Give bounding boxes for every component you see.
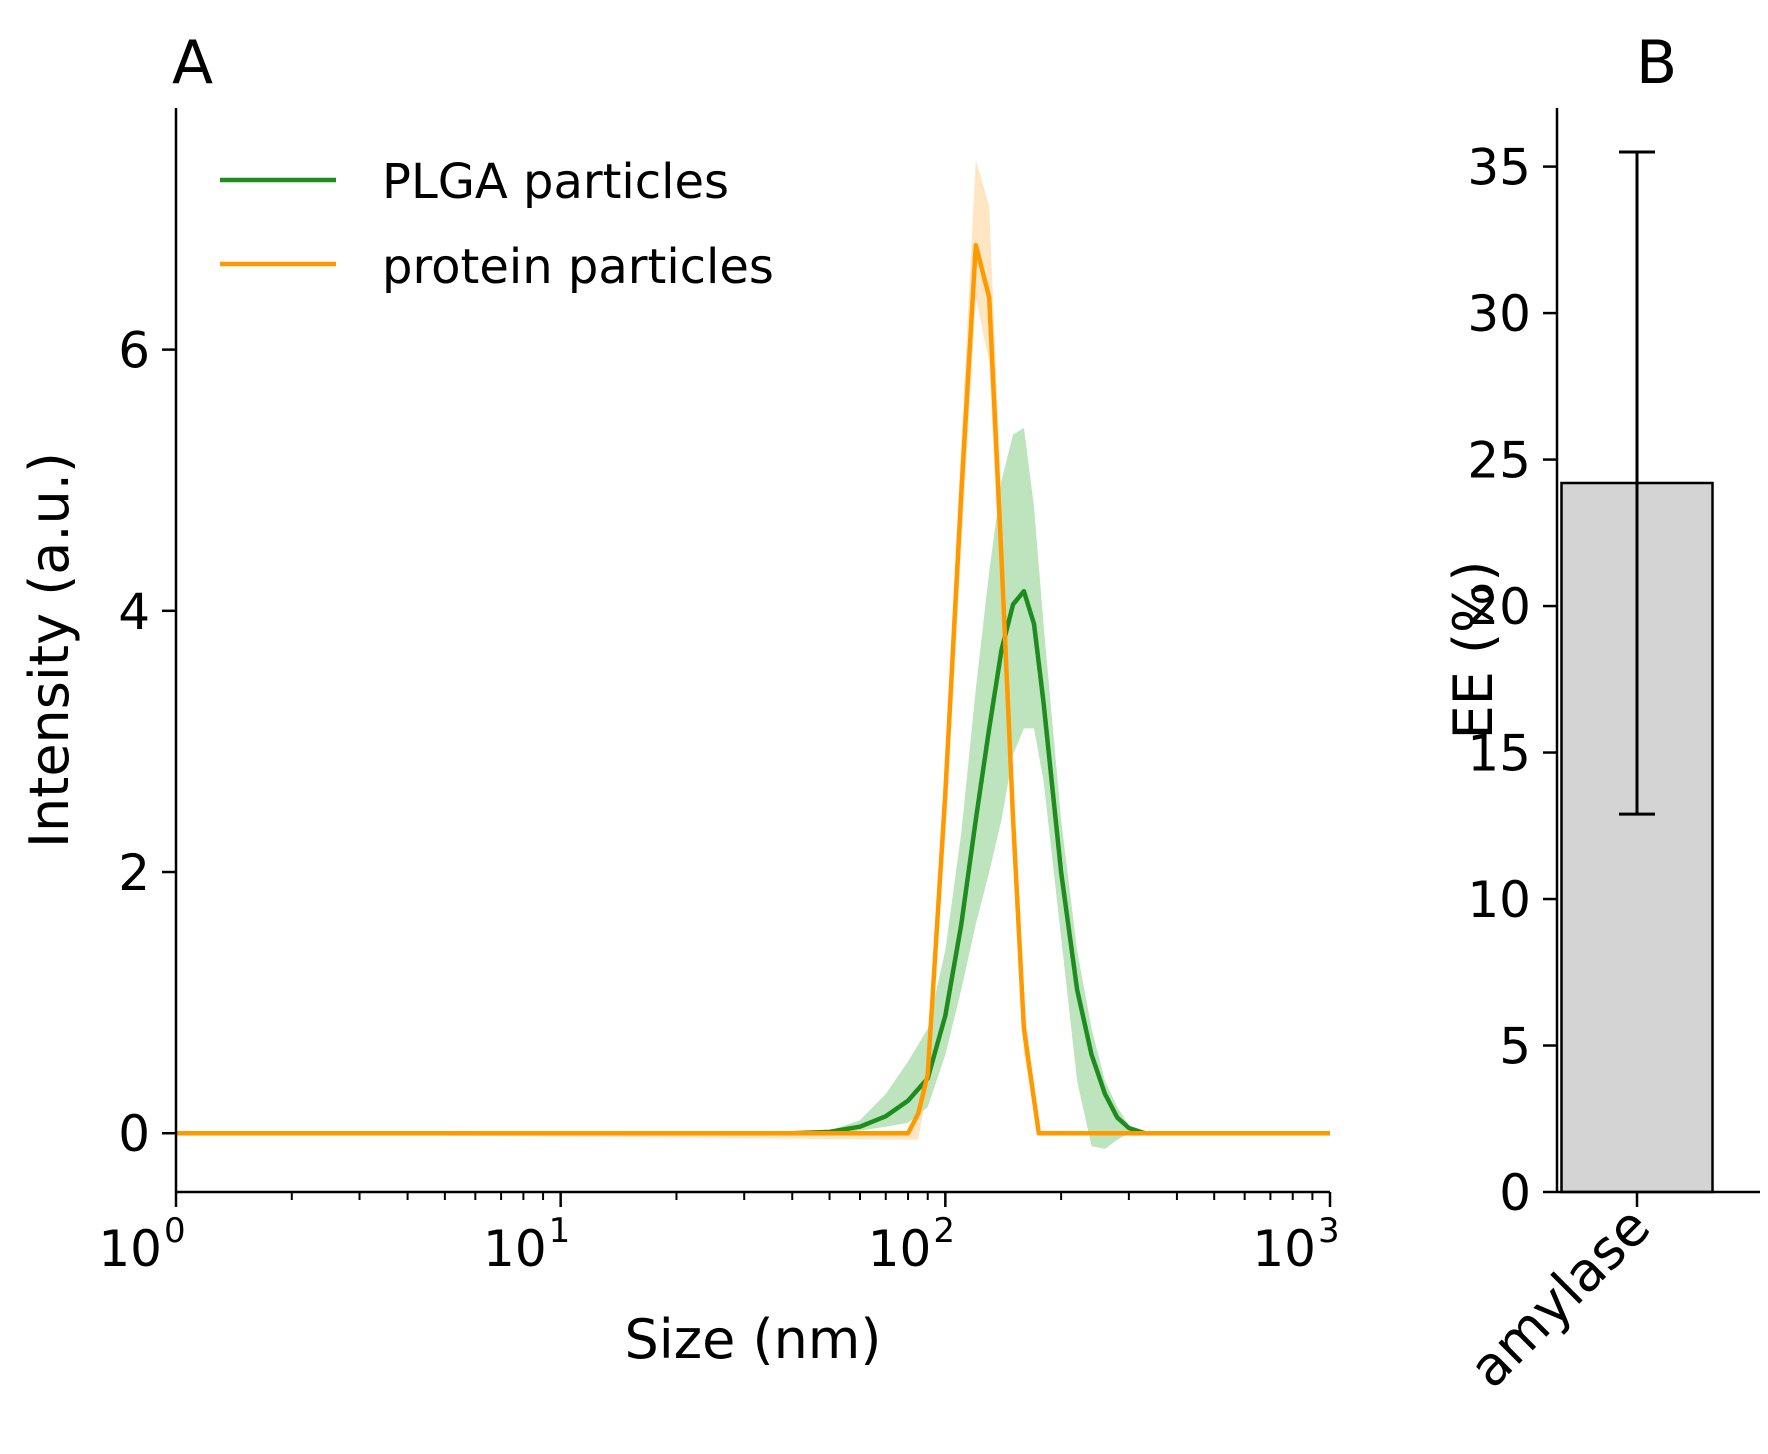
panel-a-lines — [176, 242, 1330, 1136]
x-tick-base: 10 — [483, 1220, 547, 1278]
panel-b-y-label: EE (%) — [1442, 561, 1505, 740]
y-tick-label: 5 — [1499, 1018, 1531, 1076]
x-tick-label: 10 1 — [483, 1211, 570, 1278]
band-plga — [176, 428, 1330, 1149]
y-tick-label: 20 — [1467, 578, 1531, 636]
y-tick-label: 35 — [1467, 139, 1531, 197]
x-tick-base: 10 — [1252, 1220, 1316, 1278]
y-tick-label: 10 — [1467, 871, 1531, 929]
y-tick-label: 0 — [118, 1105, 150, 1163]
x-tick-label: 10 2 — [868, 1211, 955, 1278]
panel-b: B 0 5 10 15 20 25 30 35 amylase EE (%) — [1442, 28, 1760, 1400]
series-line-protein — [176, 242, 1330, 1136]
panel-a-y-label: Intensity (a.u.) — [18, 452, 81, 848]
panel-a-x-ticks: 10 0 10 1 10 2 10 3 — [98, 1192, 1340, 1278]
x-tick-label: 10 0 — [98, 1211, 185, 1278]
x-tick-base: 10 — [98, 1220, 162, 1278]
series-line-plga — [176, 588, 1330, 1136]
x-tick-exponent: 0 — [164, 1211, 186, 1251]
panel-b-y-ticks: 0 5 10 15 20 25 30 35 — [1467, 139, 1557, 1222]
panel-b-label: B — [1636, 28, 1677, 98]
panel-a-bands — [176, 160, 1330, 1149]
y-tick-label: 2 — [118, 844, 150, 902]
x-tick-label: amylase — [1457, 1195, 1662, 1400]
panel-b-bars — [1560, 150, 1714, 1194]
band-protein — [176, 160, 1330, 1140]
legend: PLGA particles protein particles — [220, 154, 774, 295]
panel-a-label: A — [172, 28, 213, 98]
y-tick-label: 30 — [1467, 285, 1531, 343]
x-tick-exponent: 1 — [549, 1211, 571, 1251]
legend-label-plga: PLGA particles — [382, 154, 729, 210]
panel-a-x-label: Size (nm) — [625, 1308, 882, 1371]
y-tick-label: 6 — [118, 322, 150, 380]
x-tick-exponent: 2 — [933, 1211, 955, 1251]
x-tick-label: 10 3 — [1252, 1211, 1339, 1278]
panel-b-x-ticks: amylase — [1457, 1192, 1662, 1400]
x-tick-base: 10 — [868, 1220, 932, 1278]
x-tick-exponent: 3 — [1318, 1211, 1340, 1251]
y-tick-label: 0 — [1499, 1164, 1531, 1222]
legend-label-protein: protein particles — [382, 239, 774, 295]
y-tick-label: 15 — [1467, 725, 1531, 783]
panel-a-y-ticks: 0 2 4 6 — [118, 322, 176, 1163]
y-tick-label: 25 — [1467, 432, 1531, 490]
y-tick-label: 4 — [118, 583, 150, 641]
